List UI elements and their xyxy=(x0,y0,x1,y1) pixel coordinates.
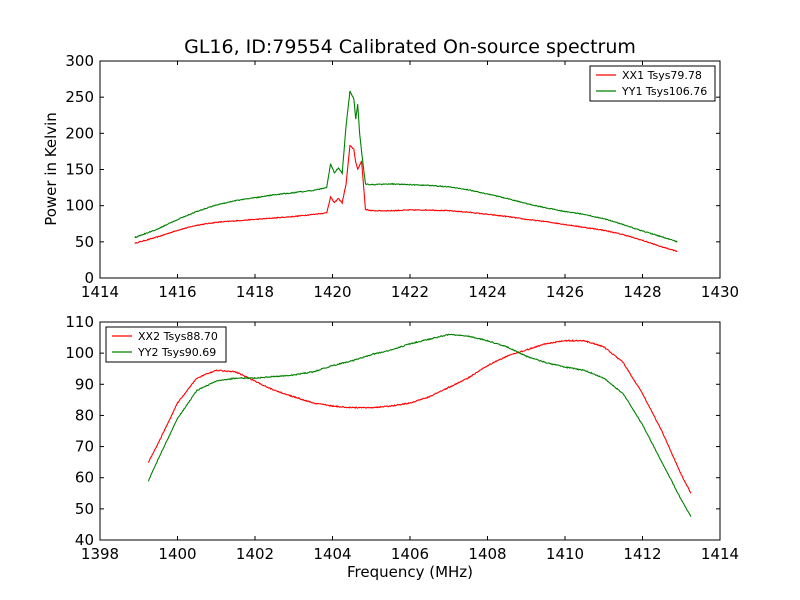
x-tick-label: 1406 xyxy=(391,545,429,563)
y-tick-label: 110 xyxy=(65,313,94,331)
y-tick-label: 150 xyxy=(65,161,94,179)
x-tick-label: 1424 xyxy=(468,283,506,301)
legend-box xyxy=(589,65,716,102)
y-tick-label: 100 xyxy=(65,197,94,215)
legend: XX2 Tsys88.70 YY2 Tsys90.69 xyxy=(105,326,227,363)
bottom-spectrum-panel: 1398 1400 1402 1404 1406 1408 1410 1412 1414 40 50… xyxy=(65,313,739,563)
series-line xyxy=(147,333,692,517)
x-tick-label: 1428 xyxy=(623,283,661,301)
series-line xyxy=(134,90,678,243)
x-tick-label: 1422 xyxy=(391,283,429,301)
x-tick-label: 1402 xyxy=(236,545,274,563)
x-tick-label: 1408 xyxy=(468,545,506,563)
x-tick-label: 1400 xyxy=(158,545,196,563)
x-tick-label: 1414 xyxy=(81,283,119,301)
chart-title: GL16, ID:79554 Calibrated On-source spec… xyxy=(184,36,636,58)
x-tick-label: 1412 xyxy=(623,545,661,563)
y-axis-label: Power in Kelvin xyxy=(42,112,60,226)
y-tick-label: 60 xyxy=(75,469,94,487)
y-tick-label: 90 xyxy=(75,375,94,393)
y-tick-label: 70 xyxy=(75,438,94,456)
y-tick-label: 40 xyxy=(75,531,94,549)
x-tick-label: 1398 xyxy=(81,545,119,563)
y-tick-label: 100 xyxy=(65,344,94,362)
series-line xyxy=(134,144,678,252)
legend-label: XX1 Tsys79.78 xyxy=(622,69,702,82)
y-tick-label: 200 xyxy=(65,124,94,142)
series-line xyxy=(147,339,692,494)
y-tick-label: 0 xyxy=(84,269,94,287)
legend-label: XX2 Tsys88.70 xyxy=(138,330,218,343)
legend: XX1 Tsys79.78 YY1 Tsys106.76 xyxy=(589,65,716,102)
legend-box xyxy=(105,326,227,363)
x-tick-label: 1426 xyxy=(546,283,584,301)
legend-label: YY2 Tsys90.69 xyxy=(137,346,216,359)
x-tick-label: 1418 xyxy=(236,283,274,301)
x-axis-label: Frequency (MHz) xyxy=(347,563,473,581)
x-tick-label: 1404 xyxy=(313,545,351,563)
x-tick-label: 1420 xyxy=(313,283,351,301)
x-tick-label: 1430 xyxy=(701,283,739,301)
y-tick-label: 300 xyxy=(65,52,94,70)
top-spectrum-panel: 1414 1416 1418 1420 1422 1424 1426 1428 1430 0 50 1… xyxy=(65,52,739,301)
x-tick-label: 1416 xyxy=(158,283,196,301)
y-tick-label: 80 xyxy=(75,406,94,424)
y-tick-label: 50 xyxy=(75,233,94,251)
y-tick-label: 50 xyxy=(75,500,94,518)
legend-label: YY1 Tsys106.76 xyxy=(621,85,707,98)
y-tick-label: 250 xyxy=(65,88,94,106)
x-tick-label: 1410 xyxy=(546,545,584,563)
x-tick-label: 1414 xyxy=(701,545,739,563)
